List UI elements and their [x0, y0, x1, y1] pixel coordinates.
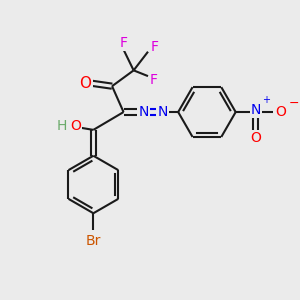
Text: N: N: [250, 103, 261, 117]
Text: F: F: [120, 36, 128, 50]
Text: O: O: [70, 119, 81, 134]
Text: O: O: [80, 76, 92, 91]
Text: H: H: [57, 119, 67, 134]
Text: +: +: [262, 95, 270, 105]
Text: O: O: [275, 105, 286, 119]
Text: F: F: [150, 40, 158, 54]
Text: N: N: [139, 105, 149, 119]
Text: Br: Br: [86, 234, 101, 248]
Text: O: O: [250, 131, 261, 145]
Text: −: −: [289, 97, 299, 110]
Text: F: F: [150, 74, 158, 87]
Text: N: N: [157, 105, 168, 119]
